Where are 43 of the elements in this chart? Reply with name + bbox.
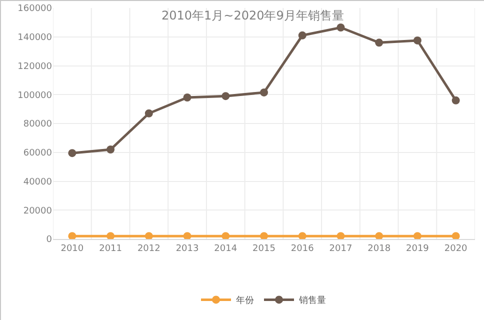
point <box>260 88 268 96</box>
point <box>413 36 422 44</box>
x-tick-label: 2012 <box>137 244 160 254</box>
point <box>222 92 230 100</box>
chart-title: 2010年1月~2020年9月年销售量 <box>161 8 344 23</box>
y-tick-label: 80000 <box>23 120 52 130</box>
point <box>452 96 460 104</box>
y-tick-label: 20000 <box>23 206 52 216</box>
x-tick-label: 2020 <box>444 244 468 254</box>
x-tick-label: 2011 <box>99 244 122 254</box>
point <box>260 232 268 240</box>
x-tick-label: 2018 <box>368 244 391 254</box>
point <box>375 38 384 47</box>
x-tick-label: 2014 <box>214 244 238 254</box>
legend-label: 销售量 <box>298 295 326 306</box>
point <box>452 232 460 240</box>
x-tick-label: 2017 <box>329 244 352 254</box>
x-tick-label: 2019 <box>406 244 430 254</box>
y-tick-label: 140000 <box>18 33 52 44</box>
point <box>106 145 115 154</box>
y-tick-label: 60000 <box>23 148 52 159</box>
point <box>336 23 345 32</box>
x-tick-label: 2016 <box>290 244 314 254</box>
point <box>183 94 192 102</box>
point <box>68 232 76 240</box>
x-tick-label: 2010 <box>60 244 84 254</box>
y-tick-label: 0 <box>46 235 52 246</box>
point <box>375 232 384 240</box>
point <box>144 232 153 240</box>
legend-label: 年份 <box>236 295 254 306</box>
y-tick-label: 40000 <box>23 177 52 188</box>
x-tick-label: 2015 <box>252 244 276 254</box>
y-tick-label: 160000 <box>18 4 52 14</box>
point <box>298 232 306 240</box>
point <box>413 232 422 240</box>
point <box>298 31 306 40</box>
point <box>106 232 115 240</box>
y-tick-label: 120000 <box>18 62 52 72</box>
x-tick-label: 2013 <box>176 244 199 254</box>
point <box>222 232 230 240</box>
point <box>68 149 76 158</box>
y-tick-label: 100000 <box>18 90 52 101</box>
point <box>144 109 153 118</box>
